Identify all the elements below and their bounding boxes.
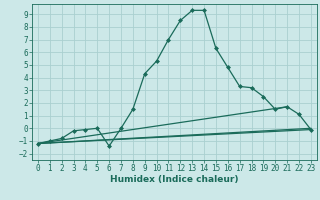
X-axis label: Humidex (Indice chaleur): Humidex (Indice chaleur)	[110, 175, 239, 184]
